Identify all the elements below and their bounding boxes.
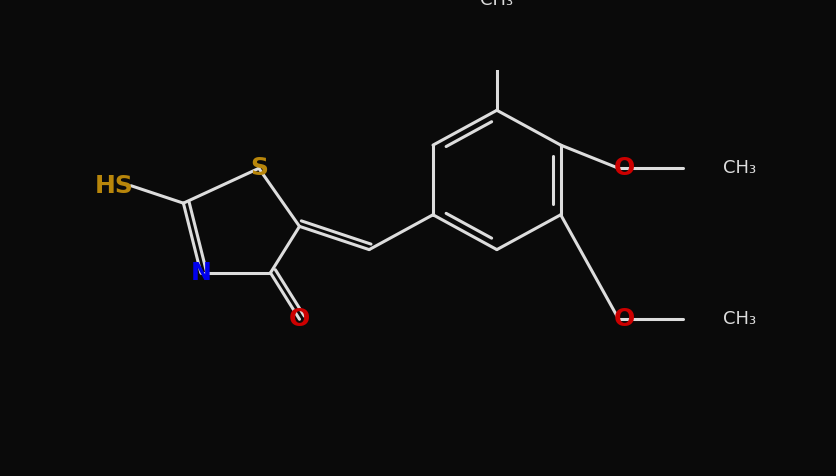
Text: O: O [614, 307, 635, 331]
Text: CH₃: CH₃ [722, 310, 756, 328]
Text: CH₃: CH₃ [722, 159, 756, 178]
Text: HS: HS [94, 174, 133, 198]
Text: O: O [614, 156, 635, 180]
Text: N: N [190, 261, 211, 285]
Text: O: O [288, 307, 310, 331]
Text: CH₃: CH₃ [480, 0, 512, 9]
Text: S: S [250, 156, 268, 180]
